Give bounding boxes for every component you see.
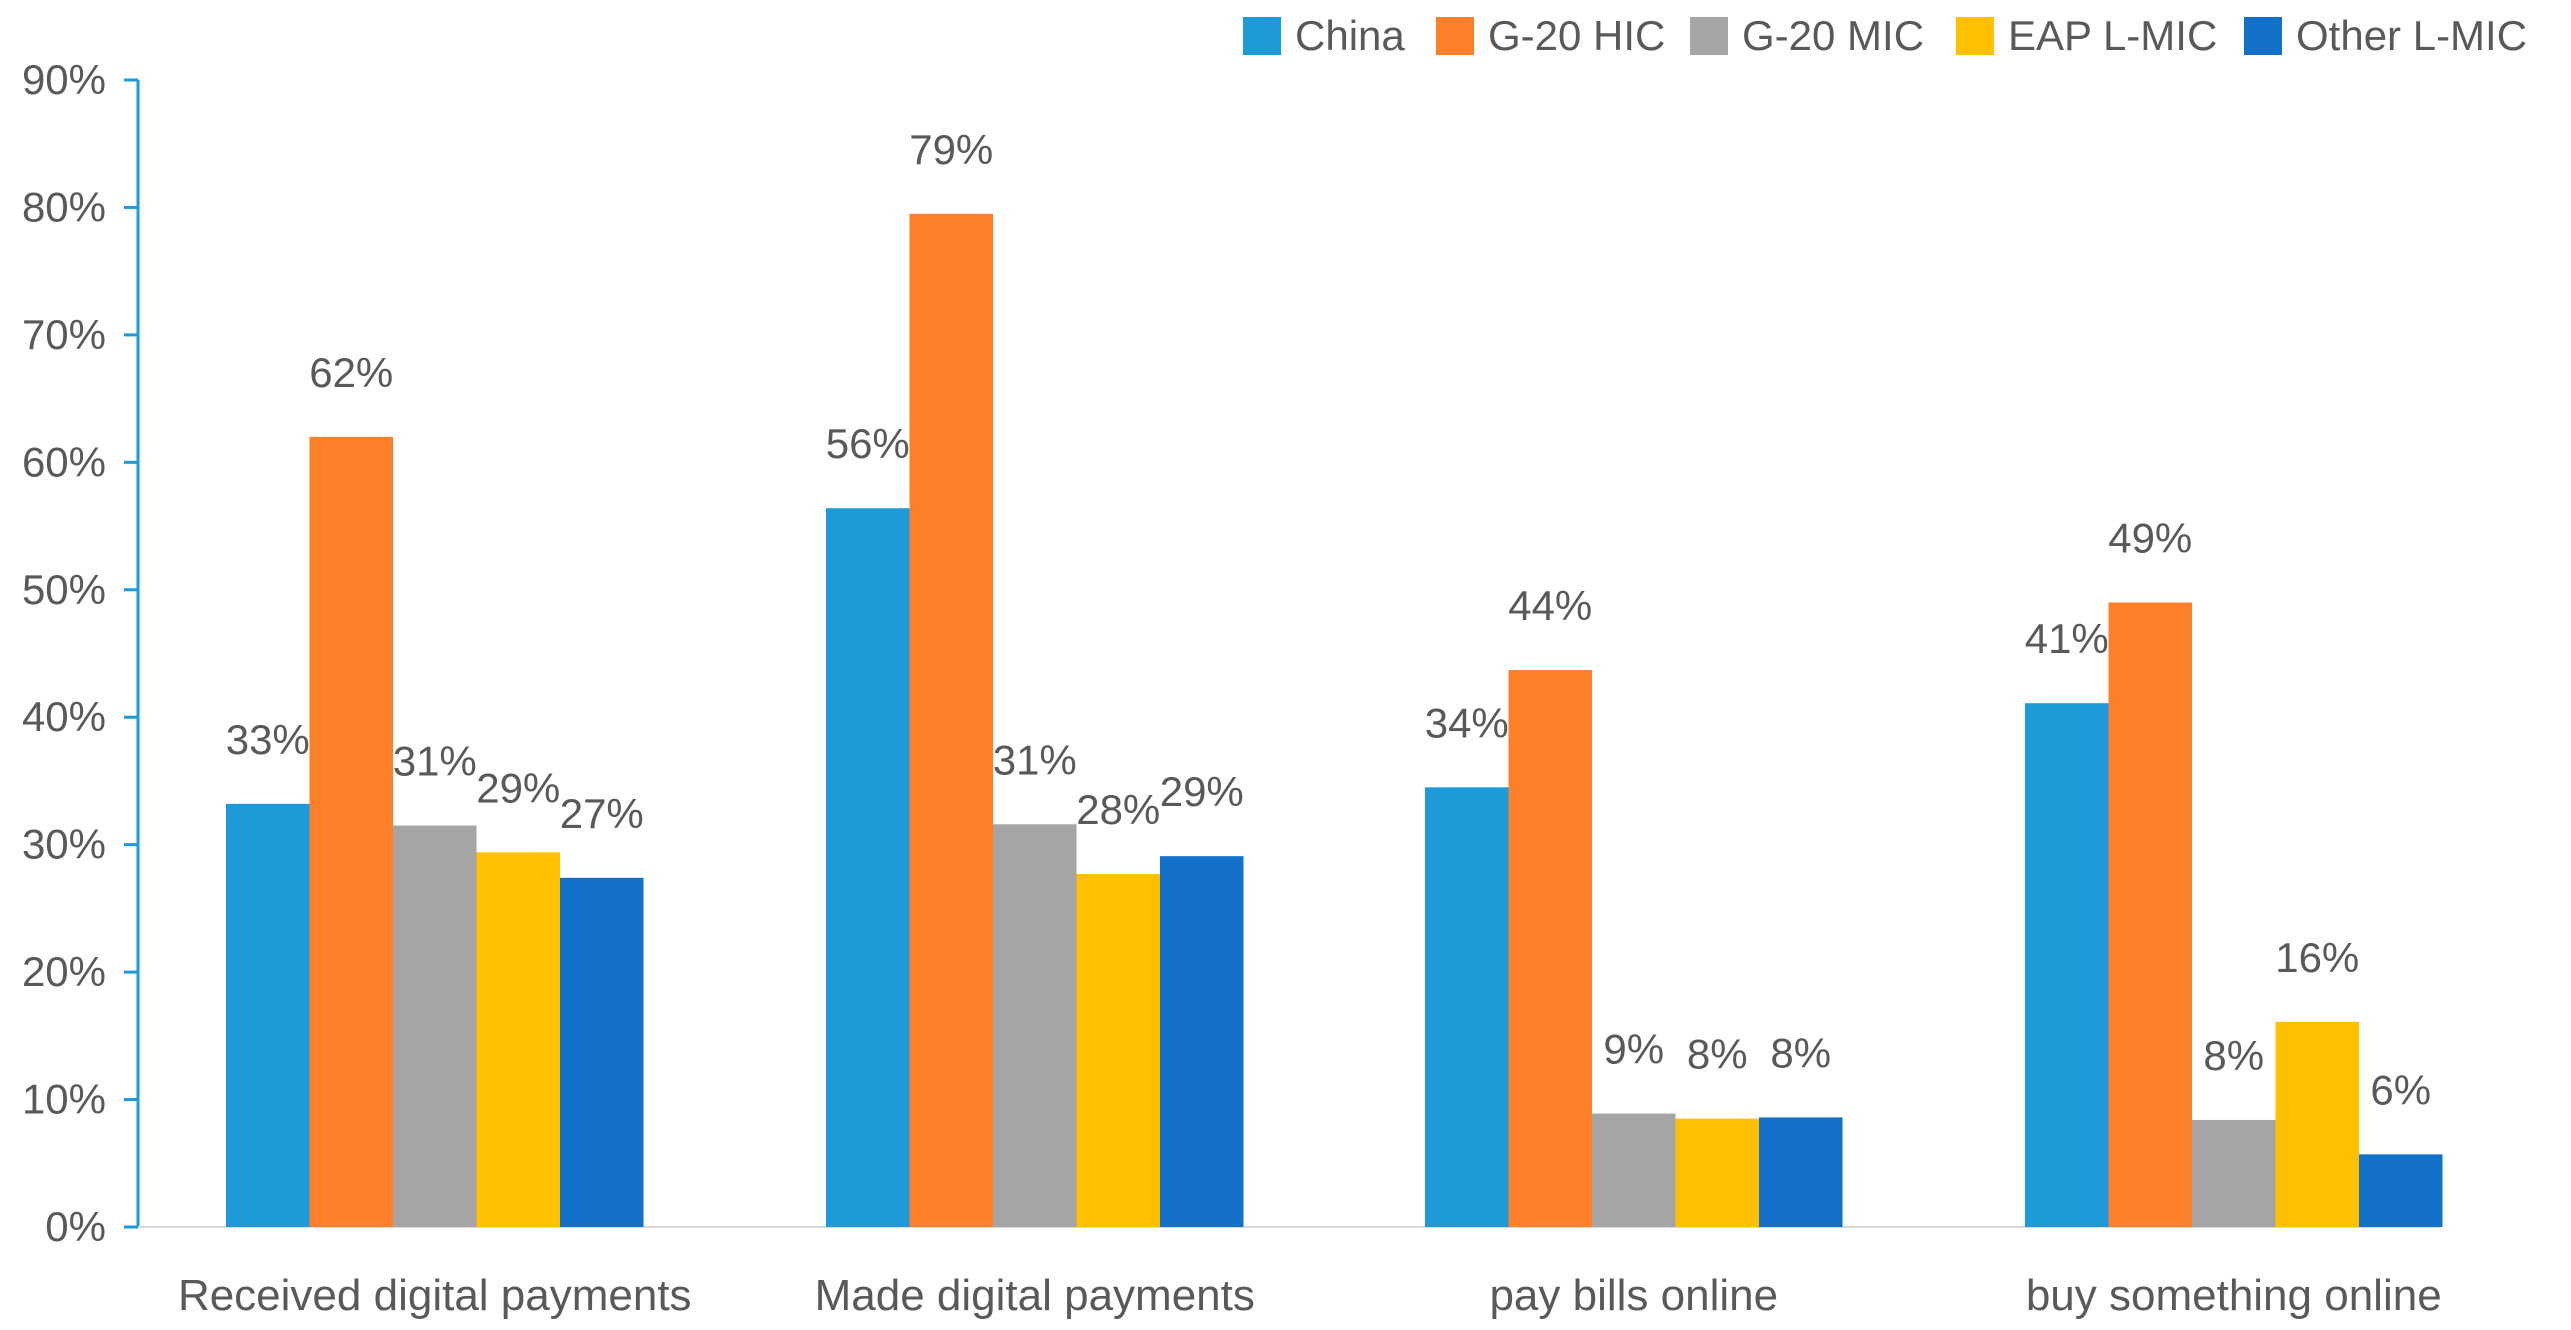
legend-swatch <box>1436 17 1474 55</box>
data-label: 29% <box>1160 768 1244 815</box>
legend-swatch <box>2244 17 2282 55</box>
category-label: Made digital payments <box>815 1271 1255 1320</box>
bar <box>1076 873 1160 1227</box>
bar <box>2275 1021 2359 1227</box>
y-tick-label: 0% <box>45 1203 106 1250</box>
y-tick-label: 80% <box>22 183 106 230</box>
category-labels: Received digital payments Made digital pa… <box>178 1271 2442 1320</box>
data-label: 44% <box>1508 582 1592 629</box>
data-label: 29% <box>476 764 560 811</box>
bar <box>1759 1117 1843 1227</box>
bars <box>226 213 2443 1228</box>
bar <box>309 436 393 1227</box>
category-label: Received digital payments <box>178 1271 692 1320</box>
bar <box>226 803 310 1227</box>
bar <box>476 852 560 1227</box>
category-label: buy something online <box>2026 1271 2442 1320</box>
data-label: 6% <box>2370 1066 2431 1113</box>
y-tick-label: 40% <box>22 693 106 740</box>
data-label: 41% <box>2025 615 2109 662</box>
legend-label: EAP L-MIC <box>2008 12 2217 59</box>
y-tick-label: 70% <box>22 311 106 358</box>
legend: China G-20 HIC G-20 MIC EAP L-MIC Other L-MI… <box>1243 12 2527 59</box>
data-label: 9% <box>1603 1026 1664 1073</box>
category-label: pay bills online <box>1489 1271 1778 1320</box>
data-label: 56% <box>826 420 910 467</box>
legend-swatch <box>1243 17 1281 55</box>
data-label: 79% <box>909 126 993 173</box>
data-label: 8% <box>2203 1032 2264 1079</box>
y-tick-label: 50% <box>22 566 106 613</box>
y-tick-label: 10% <box>22 1076 106 1123</box>
data-label: 33% <box>226 716 310 763</box>
data-labels: 33%62%31%29%27%56%79%31%28% 29%34%44%9% 8%… <box>226 126 2431 1114</box>
bar <box>2192 1119 2276 1227</box>
legend-label: Other L-MIC <box>2296 12 2527 59</box>
bar <box>560 877 644 1227</box>
y-tick-label: 90% <box>22 56 106 103</box>
data-label: 27% <box>560 790 644 837</box>
y-tick-label: 20% <box>22 948 106 995</box>
data-label: 62% <box>309 349 393 396</box>
legend-swatch <box>1956 17 1994 55</box>
bar <box>1592 1113 1676 1227</box>
bar <box>2025 703 2109 1227</box>
data-label: 34% <box>1425 699 1509 746</box>
bar <box>2359 1154 2443 1227</box>
bar <box>1425 787 1509 1227</box>
data-label: 31% <box>993 736 1077 783</box>
bar <box>1675 1118 1759 1227</box>
bar <box>393 825 477 1227</box>
y-tick-label: 60% <box>22 438 106 485</box>
data-label: 8% <box>1687 1031 1748 1078</box>
data-label: 28% <box>1076 786 1160 833</box>
data-label: 16% <box>2275 934 2359 981</box>
y-tick-label: 30% <box>22 821 106 868</box>
bar <box>909 213 993 1228</box>
bar <box>2108 602 2192 1227</box>
data-label: 31% <box>393 738 477 785</box>
data-label: 49% <box>2108 515 2192 562</box>
legend-label: G-20 MIC <box>1742 12 1924 59</box>
data-label: 8% <box>1770 1029 1831 1076</box>
legend-swatch <box>1690 17 1728 55</box>
bar <box>1160 856 1244 1227</box>
legend-label: G-20 HIC <box>1488 12 1665 59</box>
bar <box>826 508 910 1227</box>
bar <box>993 824 1077 1227</box>
legend-label: China <box>1295 12 1405 59</box>
bar <box>1508 670 1592 1227</box>
